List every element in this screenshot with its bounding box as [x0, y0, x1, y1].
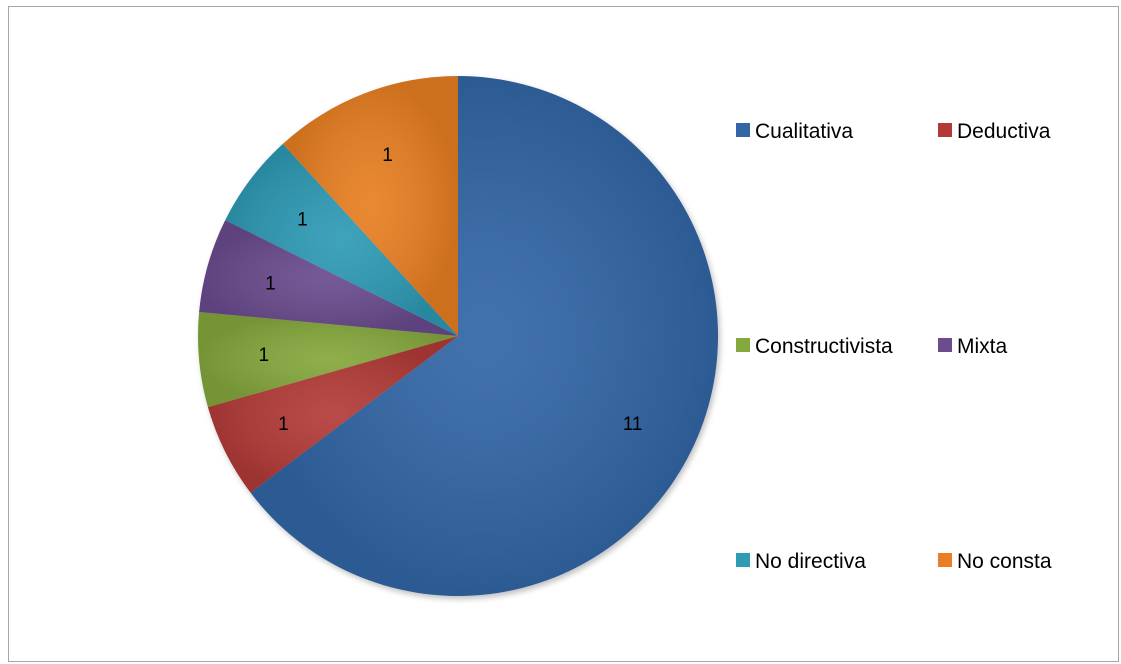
- pie-slice-shade-no-directiva: [225, 143, 458, 336]
- legend-item-no-directiva: No directiva: [736, 550, 866, 573]
- data-label-no-consta: 1: [382, 145, 393, 166]
- pie-slice-shade-no-consta: [282, 76, 458, 336]
- legend-label-cualitativa: Cualitativa: [755, 120, 853, 143]
- legend: Cualitativa Deductiva Constructivista Mixta…: [736, 120, 1052, 573]
- legend-label-deductiva: Deductiva: [957, 120, 1051, 143]
- pie-slice-shade-deductiva: [207, 336, 458, 493]
- legend-item-constructivista: Constructivista: [736, 335, 893, 358]
- data-label-constructivista: 1: [259, 345, 270, 366]
- legend-swatch-mixta: [938, 338, 952, 352]
- data-label-mixta: 1: [265, 274, 276, 295]
- data-label-no-directiva: 1: [297, 209, 308, 230]
- legend-label-constructivista: Constructivista: [755, 335, 893, 358]
- legend-label-no-consta: No consta: [957, 550, 1052, 573]
- legend-label-mixta: Mixta: [957, 335, 1007, 358]
- legend-item-cualitativa: Cualitativa: [736, 120, 853, 143]
- pie-slice-shade-constructivista: [198, 312, 458, 408]
- legend-swatch-no-consta: [938, 553, 952, 567]
- legend-item-mixta: Mixta: [938, 335, 1007, 358]
- legend-swatch-no-directiva: [736, 553, 750, 567]
- legend-item-no-consta: No consta: [938, 550, 1052, 573]
- legend-swatch-constructivista: [736, 338, 750, 352]
- legend-swatch-deductiva: [938, 123, 952, 137]
- data-label-cualitativa: 11: [623, 414, 643, 435]
- pie-slice-shade-cualitativa: [250, 76, 719, 597]
- pie-slices: [198, 76, 719, 597]
- data-label-deductiva: 1: [278, 414, 289, 435]
- legend-label-no-directiva: No directiva: [755, 550, 866, 573]
- legend-item-deductiva: Deductiva: [938, 120, 1051, 143]
- pie-slice-shade-mixta: [199, 220, 458, 336]
- legend-swatch-cualitativa: [736, 123, 750, 137]
